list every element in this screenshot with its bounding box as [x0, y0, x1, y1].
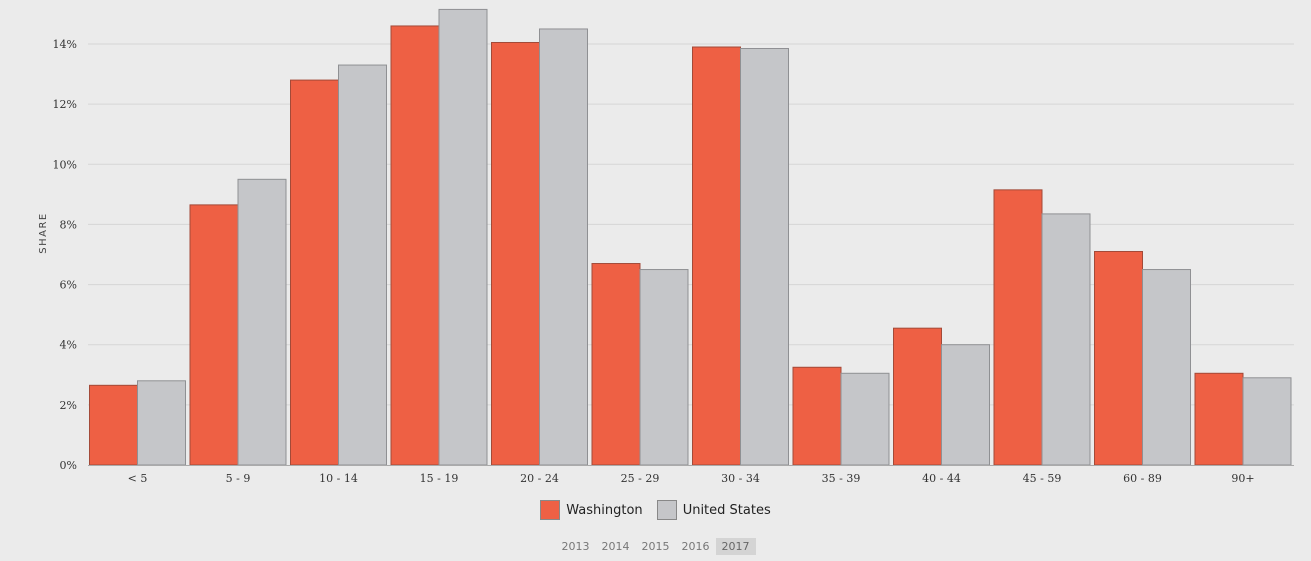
legend-swatch-united-states [656, 500, 677, 520]
gridlines [88, 43, 1294, 406]
bar-united-states[interactable] [840, 372, 890, 466]
legend-swatch-washington [540, 500, 561, 520]
year-2017[interactable]: 2017 [715, 538, 756, 555]
x-tick-label: 10 - 14 [319, 472, 358, 485]
year-2014[interactable]: 2014 [601, 540, 630, 553]
bar-united-states[interactable] [1242, 377, 1292, 466]
bar-washington[interactable] [1194, 372, 1244, 466]
x-tick-label: 20 - 24 [520, 472, 559, 485]
y-tick-label: 10% [53, 158, 77, 171]
bar-washington[interactable] [792, 366, 842, 466]
bar-united-states[interactable] [338, 64, 387, 466]
x-tick-label: 60 - 89 [1123, 472, 1162, 485]
x-tick-label: 90+ [1231, 472, 1254, 485]
x-tick-label: 35 - 39 [822, 472, 861, 485]
bar-washington[interactable] [993, 189, 1043, 466]
bar-united-states[interactable] [740, 48, 789, 466]
bar-washington[interactable] [89, 384, 138, 466]
y-tick-label: 12% [53, 98, 77, 111]
bar-washington[interactable] [692, 46, 741, 466]
x-tick-label: < 5 [128, 472, 148, 485]
year-selector: 2013 2014 2015 2016 2017 [0, 538, 1311, 555]
year-2013[interactable]: 2013 [561, 540, 590, 553]
bar-washington[interactable] [591, 263, 641, 466]
y-tick-label: 2% [60, 399, 77, 412]
bar-united-states[interactable] [1142, 269, 1191, 466]
x-tick-label: 40 - 44 [922, 472, 961, 485]
y-axis-ticks: 0% 2% 4% 6% 8% 10% 12% 14% [53, 38, 77, 472]
x-tick-label: 45 - 59 [1023, 472, 1062, 485]
y-tick-label: 0% [60, 459, 77, 472]
bar-united-states[interactable] [438, 8, 488, 466]
x-tick-label: 30 - 34 [721, 472, 760, 485]
bar-united-states[interactable] [539, 28, 588, 466]
legend: Washington United States [0, 500, 1311, 520]
legend-label-washington: Washington [566, 502, 643, 518]
bar-united-states[interactable] [639, 269, 689, 466]
bar-united-states[interactable] [941, 344, 990, 466]
bar-united-states[interactable] [137, 380, 186, 466]
x-axis-labels: < 5 5 - 9 10 - 14 15 - 19 20 - 24 25 - 29 30 -… [128, 472, 1255, 485]
bars [89, 8, 1292, 466]
y-tick-label: 14% [53, 38, 77, 51]
bar-washington[interactable] [491, 41, 540, 466]
bar-washington[interactable] [1094, 250, 1143, 466]
bar-united-states[interactable] [237, 178, 287, 466]
bar-united-states[interactable] [1041, 213, 1091, 466]
legend-label-united-states: United States [682, 502, 771, 518]
year-2015[interactable]: 2015 [641, 540, 670, 553]
y-tick-label: 4% [60, 339, 77, 352]
bar-washington[interactable] [189, 204, 239, 466]
x-tick-label: 25 - 29 [621, 472, 660, 485]
y-tick-label: 8% [60, 218, 77, 231]
legend-item-united-states[interactable]: United States [656, 500, 771, 520]
bar-chart: 0% 2% 4% 6% 8% 10% 12% 14% SHARE < 5 5 - 9 10 - 1… [38, 8, 1294, 485]
x-tick-label: 5 - 9 [226, 472, 251, 485]
y-tick-label: 6% [60, 279, 77, 292]
bar-washington[interactable] [390, 25, 440, 466]
x-tick-label: 15 - 19 [420, 472, 459, 485]
y-axis-label: SHARE [38, 212, 49, 253]
year-2016[interactable]: 2016 [681, 540, 710, 553]
legend-item-washington[interactable]: Washington [540, 500, 643, 520]
bar-washington[interactable] [893, 327, 942, 466]
bar-washington[interactable] [290, 79, 339, 466]
